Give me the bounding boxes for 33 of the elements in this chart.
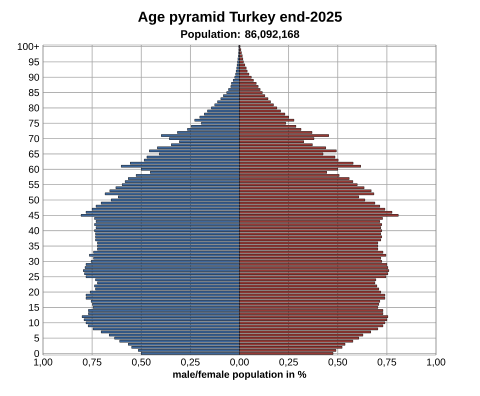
y-tick-label: 95 bbox=[28, 58, 40, 66]
y-tick-label: 75 bbox=[28, 120, 40, 127]
y-tick-label: 65 bbox=[28, 150, 40, 158]
x-tick-label: 0,50 bbox=[328, 358, 348, 367]
y-tick-label: 70 bbox=[28, 135, 40, 142]
y-tick-label: 80 bbox=[28, 104, 40, 112]
y-tick-label: 35 bbox=[28, 242, 40, 250]
x-tick-label: 0,75 bbox=[82, 358, 102, 367]
y-tick-label: 30 bbox=[28, 258, 40, 265]
y-tick-label: 85 bbox=[28, 89, 40, 96]
x-axis-title: male/female population in % bbox=[173, 370, 306, 380]
x-tick-label: 0,00 bbox=[230, 358, 249, 367]
y-tick-label: 5 bbox=[34, 334, 40, 342]
x-tick-label: 1,00 bbox=[34, 358, 52, 367]
x-tick-label: 1,00 bbox=[427, 358, 446, 367]
y-tick-label: 15 bbox=[29, 304, 40, 311]
y-tick-label: 55 bbox=[28, 181, 40, 188]
y-tick-label: 100+ bbox=[18, 43, 39, 50]
y-tick-label: 45 bbox=[28, 212, 40, 219]
y-tick-label: 20 bbox=[28, 288, 40, 296]
chart-title: Age pyramid Turkey end-2025 bbox=[138, 11, 342, 25]
x-tick-label: 0,75 bbox=[378, 358, 396, 367]
chart-subtitle: Population: 86,092,168 bbox=[181, 30, 300, 40]
x-tick-label: 0,25 bbox=[279, 358, 298, 367]
y-tick-label: 90 bbox=[28, 74, 40, 81]
y-tick-label: 0 bbox=[34, 350, 40, 357]
y-tick-label: 40 bbox=[28, 227, 40, 234]
x-tick-label: 0,25 bbox=[181, 358, 200, 367]
y-tick-label: 25 bbox=[28, 273, 40, 280]
y-tick-label: 60 bbox=[28, 166, 40, 173]
y-tick-label: 10 bbox=[29, 319, 40, 326]
x-tick-label: 0,50 bbox=[132, 358, 151, 367]
y-tick-label: 50 bbox=[28, 196, 40, 204]
